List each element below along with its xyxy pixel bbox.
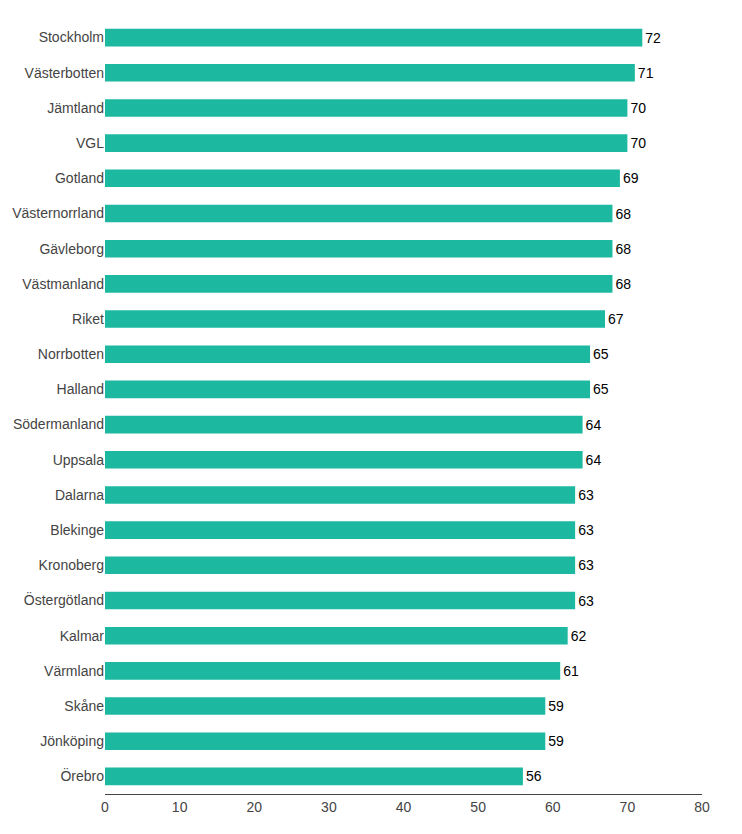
- svg-text:Värmland: Värmland: [44, 663, 104, 679]
- svg-text:63: 63: [578, 522, 594, 538]
- svg-text:62: 62: [571, 628, 587, 644]
- svg-text:68: 68: [615, 241, 631, 257]
- svg-text:59: 59: [548, 733, 564, 749]
- svg-text:Västmanland: Västmanland: [22, 276, 104, 292]
- svg-text:VGL: VGL: [76, 135, 104, 151]
- svg-text:71: 71: [638, 65, 654, 81]
- svg-text:63: 63: [578, 593, 594, 609]
- svg-text:Dalarna: Dalarna: [55, 487, 104, 503]
- svg-text:Kalmar: Kalmar: [60, 628, 105, 644]
- svg-text:Uppsala: Uppsala: [53, 452, 105, 468]
- svg-text:50: 50: [470, 799, 486, 815]
- svg-text:65: 65: [593, 346, 609, 362]
- svg-text:60: 60: [545, 799, 561, 815]
- svg-text:Halland: Halland: [57, 381, 104, 397]
- svg-text:72: 72: [645, 30, 661, 46]
- svg-text:40: 40: [396, 799, 412, 815]
- svg-text:63: 63: [578, 557, 594, 573]
- svg-text:67: 67: [608, 311, 624, 327]
- svg-text:0: 0: [101, 799, 109, 815]
- svg-text:70: 70: [620, 799, 636, 815]
- svg-text:Kronoberg: Kronoberg: [39, 557, 104, 573]
- svg-text:Jämtland: Jämtland: [47, 100, 104, 116]
- svg-text:70: 70: [630, 100, 646, 116]
- svg-text:Riket: Riket: [72, 311, 104, 327]
- svg-text:61: 61: [563, 663, 579, 679]
- svg-text:20: 20: [246, 799, 262, 815]
- svg-text:Jönköping: Jönköping: [40, 733, 104, 749]
- svg-text:Blekinge: Blekinge: [50, 522, 104, 538]
- svg-text:Södermanland: Södermanland: [13, 416, 104, 432]
- svg-text:Östergötland: Östergötland: [24, 591, 104, 608]
- svg-text:80: 80: [694, 799, 710, 815]
- svg-text:Skåne: Skåne: [64, 698, 104, 714]
- svg-text:69: 69: [623, 170, 639, 186]
- svg-text:64: 64: [586, 452, 602, 468]
- svg-text:65: 65: [593, 381, 609, 397]
- svg-text:30: 30: [321, 799, 337, 815]
- svg-text:68: 68: [615, 276, 631, 292]
- svg-text:Gotland: Gotland: [55, 170, 104, 186]
- svg-text:Stockholm: Stockholm: [39, 29, 104, 45]
- svg-text:63: 63: [578, 487, 594, 503]
- svg-text:56: 56: [526, 768, 542, 784]
- svg-text:Västerbotten: Västerbotten: [25, 65, 104, 81]
- svg-text:59: 59: [548, 698, 564, 714]
- svg-text:10: 10: [172, 799, 188, 815]
- svg-text:64: 64: [586, 417, 602, 433]
- svg-text:68: 68: [615, 206, 631, 222]
- svg-text:Norrbotten: Norrbotten: [38, 346, 104, 362]
- svg-text:Örebro: Örebro: [60, 767, 104, 784]
- svg-text:70: 70: [630, 135, 646, 151]
- svg-text:Västernorrland: Västernorrland: [12, 205, 104, 221]
- svg-text:Gävleborg: Gävleborg: [39, 241, 104, 257]
